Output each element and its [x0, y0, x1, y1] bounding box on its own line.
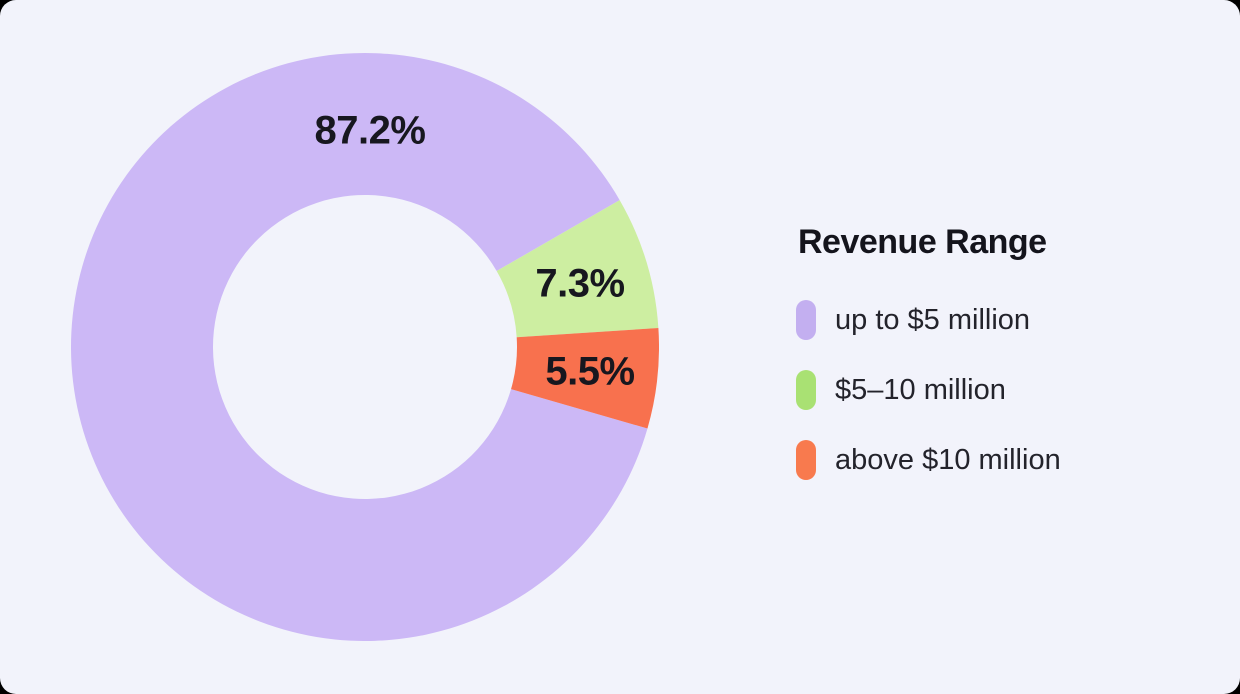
- legend-swatch-green: [796, 370, 816, 410]
- legend-title: Revenue Range: [798, 223, 1047, 261]
- legend-swatch-purple: [796, 300, 816, 340]
- slice-value-label-0: 87.2%: [314, 108, 426, 153]
- legend-label: $5–10 million: [835, 374, 1006, 406]
- donut-slice-0: [71, 53, 648, 641]
- donut-slice-2: [511, 328, 659, 429]
- legend-item-5-10m: $5–10 million: [796, 370, 1176, 410]
- legend-label: above $10 million: [835, 444, 1061, 476]
- legend-item-up-to-5m: up to $5 million: [796, 300, 1176, 340]
- legend-label: up to $5 million: [835, 304, 1031, 336]
- legend-item-above-10m: above $10 million: [796, 440, 1176, 480]
- legend: Revenue Range up to $5 million $5–10 mil…: [796, 222, 1176, 510]
- donut-chart-svg: [71, 53, 659, 641]
- donut-slice-1: [496, 200, 659, 338]
- slice-value-label-1: 7.3%: [535, 261, 625, 306]
- slice-value-label-2: 5.5%: [545, 349, 635, 394]
- donut-chart: 87.2% 7.3% 5.5%: [71, 53, 659, 641]
- legend-swatch-orange: [796, 440, 816, 480]
